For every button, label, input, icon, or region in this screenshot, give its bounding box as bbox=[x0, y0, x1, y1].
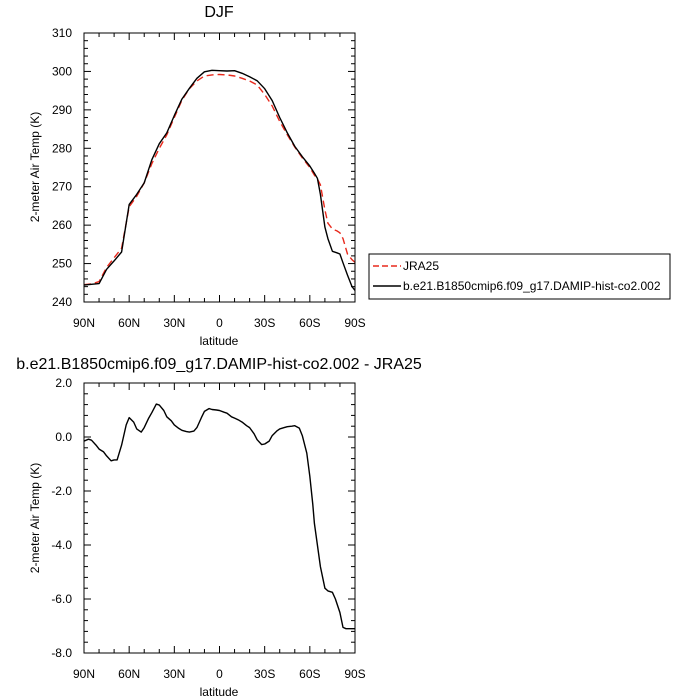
y-tick-label: -6.0 bbox=[51, 592, 72, 606]
y-tick-label: 0.0 bbox=[55, 430, 72, 444]
x-tick-label: 0 bbox=[216, 667, 223, 681]
x-tick-label: 30N bbox=[163, 316, 185, 330]
x-tick-label: 60S bbox=[299, 667, 320, 681]
y-tick-label: -8.0 bbox=[51, 646, 72, 660]
x-tick-label: 30S bbox=[254, 667, 275, 681]
legend-label-jra25: JRA25 bbox=[403, 259, 439, 273]
x-tick-label: 90S bbox=[344, 316, 365, 330]
x-tick-label: 30S bbox=[254, 316, 275, 330]
y-tick-label: 2.0 bbox=[55, 376, 72, 390]
bottom-chart-series bbox=[83, 403, 355, 630]
y-tick-label: 270 bbox=[52, 180, 72, 194]
x-tick-label: 90N bbox=[73, 316, 95, 330]
x-tick-label: 0 bbox=[216, 316, 223, 330]
bottom-chart-frame bbox=[83, 382, 356, 654]
x-tick-label: 30N bbox=[163, 667, 185, 681]
top-chart-title: DJF bbox=[204, 4, 234, 21]
chart-legend: JRA25 b.e21.B1850cmip6.f09_g17.DAMIP-his… bbox=[368, 253, 671, 300]
top-chart-y-axis-label: 2-meter Air Temp (K) bbox=[28, 112, 42, 222]
y-tick-label: 250 bbox=[52, 257, 72, 271]
y-tick-label: 290 bbox=[52, 103, 72, 117]
top-chart-x-axis-label: latitude bbox=[200, 334, 239, 348]
x-tick-label: 90N bbox=[73, 667, 95, 681]
bottom-chart-title: b.e21.B1850cmip6.f09_g17.DAMIP-hist-co2.… bbox=[16, 356, 422, 373]
series-line-b-e21-b1850cmip6-f09-g17-damip-hist-co2-002 bbox=[83, 69, 356, 291]
x-tick-label: 60N bbox=[118, 667, 140, 681]
y-tick-label: -4.0 bbox=[51, 538, 72, 552]
y-tick-label: 260 bbox=[52, 218, 72, 232]
series-line-jra25 bbox=[83, 73, 356, 286]
y-tick-label: 300 bbox=[52, 64, 72, 78]
top-chart-panel: DJF 90N 60N 30N 0 30S 60S 90S 240 250 260 270 280 29… bbox=[28, 4, 366, 348]
legend-box bbox=[368, 253, 671, 300]
legend-label-model: b.e21.B1850cmip6.f09_g17.DAMIP-hist-co2.… bbox=[403, 279, 661, 293]
bottom-chart-panel: b.e21.B1850cmip6.f09_g17.DAMIP-hist-co2.… bbox=[16, 356, 422, 699]
x-tick-label: 90S bbox=[344, 667, 365, 681]
y-tick-label: 240 bbox=[52, 295, 72, 309]
y-tick-label: -2.0 bbox=[51, 484, 72, 498]
bottom-chart-x-axis-label: latitude bbox=[200, 685, 239, 699]
bottom-chart-y-axis-label: 2-meter Air Temp (K) bbox=[28, 463, 42, 573]
x-tick-label: 60S bbox=[299, 316, 320, 330]
top-chart-grid-ticks: 90N 60N 30N 0 30S 60S 90S 240 250 260 270 280 290 300… bbox=[52, 26, 366, 330]
x-tick-label: 60N bbox=[118, 316, 140, 330]
y-tick-label: 280 bbox=[52, 141, 72, 155]
top-chart-frame bbox=[83, 32, 356, 303]
y-tick-label: 310 bbox=[52, 26, 72, 40]
top-chart-series bbox=[83, 69, 356, 291]
series-line-difference bbox=[83, 403, 355, 630]
bottom-chart-grid-ticks: 90N 60N 30N 0 30S 60S 90S -8.0 -6.0 -4.0 -2.0 0.0 2.… bbox=[51, 376, 365, 681]
